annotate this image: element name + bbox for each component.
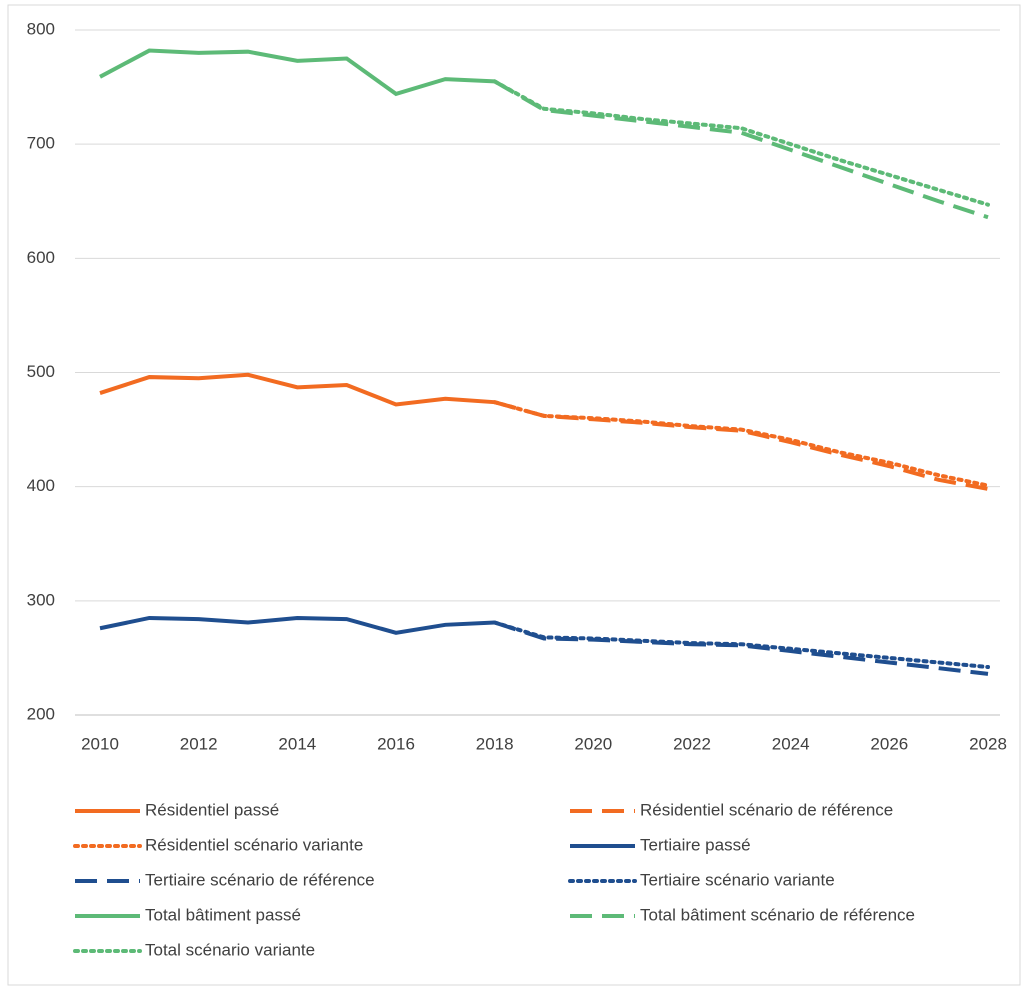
x-tick-label: 2028 <box>969 734 1007 753</box>
y-tick-label: 600 <box>27 248 55 267</box>
y-tick-label: 700 <box>27 134 55 153</box>
legend-label: Résidentiel scénario variante <box>145 835 363 854</box>
x-tick-label: 2024 <box>772 734 810 753</box>
legend-label: Résidentiel scénario de référence <box>640 800 893 819</box>
x-tick-label: 2012 <box>180 734 218 753</box>
y-tick-label: 500 <box>27 362 55 381</box>
x-tick-label: 2020 <box>574 734 612 753</box>
y-tick-label: 800 <box>27 19 55 38</box>
legend-label: Tertiaire scénario variante <box>640 870 835 889</box>
legend-label: Tertiaire scénario de référence <box>145 870 375 889</box>
series-line <box>493 79 989 220</box>
series-line <box>99 48 495 97</box>
series-line <box>492 79 990 207</box>
x-tick-label: 2018 <box>476 734 514 753</box>
legend-label: Tertiaire passé <box>640 835 751 854</box>
x-tick-label: 2026 <box>870 734 908 753</box>
series-line <box>99 372 495 407</box>
x-tick-label: 2016 <box>377 734 415 753</box>
legend-label: Total scénario variante <box>145 940 315 959</box>
x-tick-label: 2010 <box>81 734 119 753</box>
legend-label: Total bâtiment scénario de référence <box>640 905 915 924</box>
chart-frame <box>7 4 1021 986</box>
y-tick-label: 200 <box>27 704 55 723</box>
x-tick-label: 2014 <box>278 734 316 753</box>
legend-label: Résidentiel passé <box>145 800 279 819</box>
series-line <box>492 400 990 488</box>
legend-label: Total bâtiment passé <box>145 905 301 924</box>
y-tick-label: 300 <box>27 590 55 609</box>
x-tick-label: 2022 <box>673 734 711 753</box>
series-line <box>492 620 990 670</box>
y-tick-label: 400 <box>27 476 55 495</box>
series-line <box>99 615 495 635</box>
